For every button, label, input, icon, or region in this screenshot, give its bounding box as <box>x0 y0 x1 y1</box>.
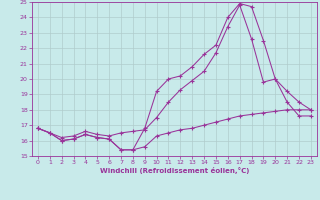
X-axis label: Windchill (Refroidissement éolien,°C): Windchill (Refroidissement éolien,°C) <box>100 167 249 174</box>
